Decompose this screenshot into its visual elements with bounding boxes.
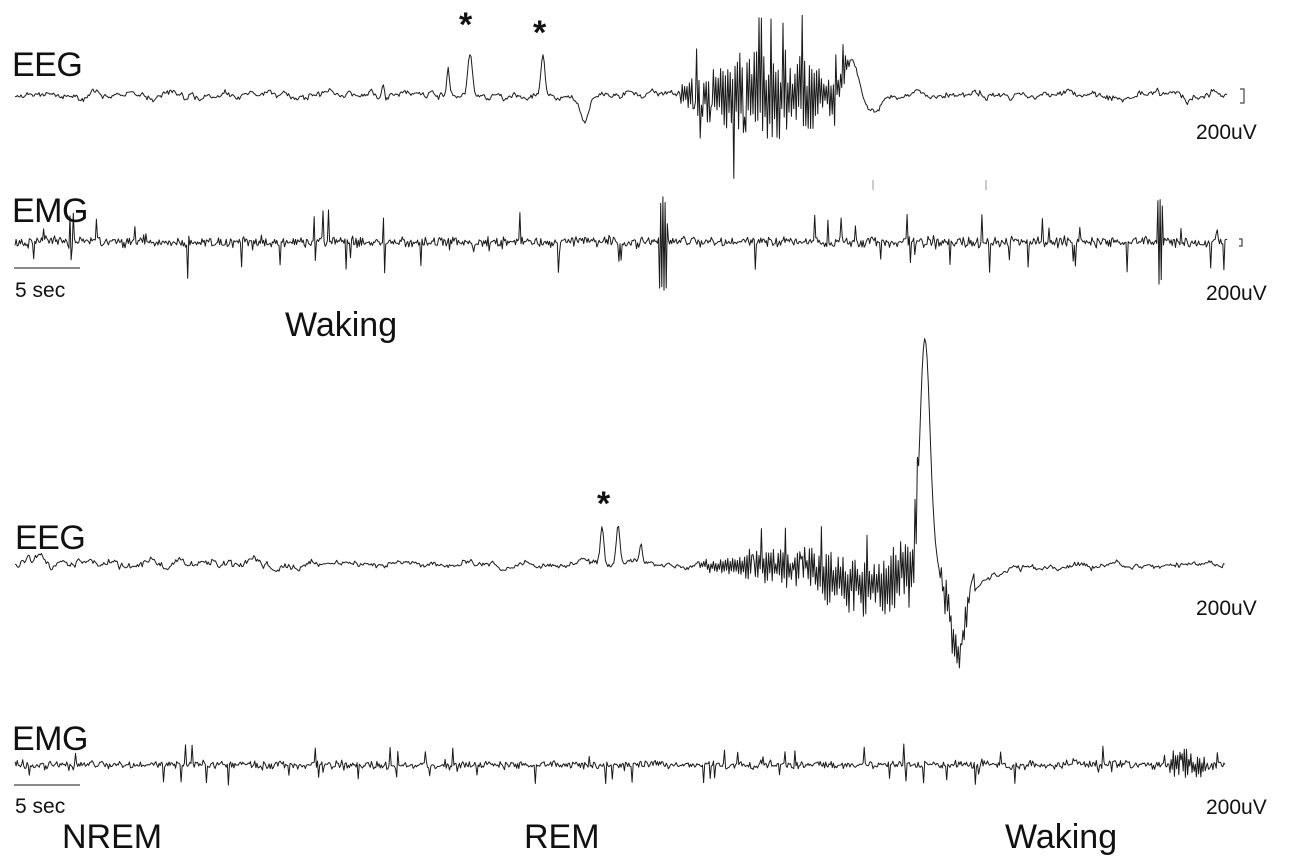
top-emg-scale-label: 200uV xyxy=(1206,282,1267,305)
bottom-time-scale-label: 5 sec xyxy=(15,795,66,818)
bottom-stage-rem: REM xyxy=(524,818,600,856)
bottom-eeg-label: EEG xyxy=(15,519,86,557)
top-eeg-marker-1: * xyxy=(459,6,473,44)
top-emg-trace xyxy=(14,196,1228,291)
top-emg-label: EMG xyxy=(12,192,88,230)
top-eeg-label: EEG xyxy=(12,46,83,84)
bottom-eeg-marker: * xyxy=(597,485,611,523)
bottom-emg-label: EMG xyxy=(12,720,88,758)
bottom-eeg-trace xyxy=(14,338,1225,669)
top-eeg-scale-bracket xyxy=(1240,88,1245,104)
bottom-emg-trace xyxy=(14,743,1226,786)
top-eeg-marker-2: * xyxy=(533,14,547,52)
bottom-stage-waking: Waking xyxy=(1005,818,1118,856)
bottom-emg-scale-label: 200uV xyxy=(1206,796,1267,819)
top-emg-scale-bracket xyxy=(1239,238,1243,247)
top-time-scale-label: 5 sec xyxy=(15,279,66,302)
top-stage-waking: Waking xyxy=(285,306,398,344)
top-eeg-scale-label: 200uV xyxy=(1196,121,1257,144)
bottom-eeg-scale-label: 200uV xyxy=(1196,597,1257,620)
bottom-stage-nrem: NREM xyxy=(62,818,163,856)
top-eeg-trace xyxy=(15,14,1228,179)
